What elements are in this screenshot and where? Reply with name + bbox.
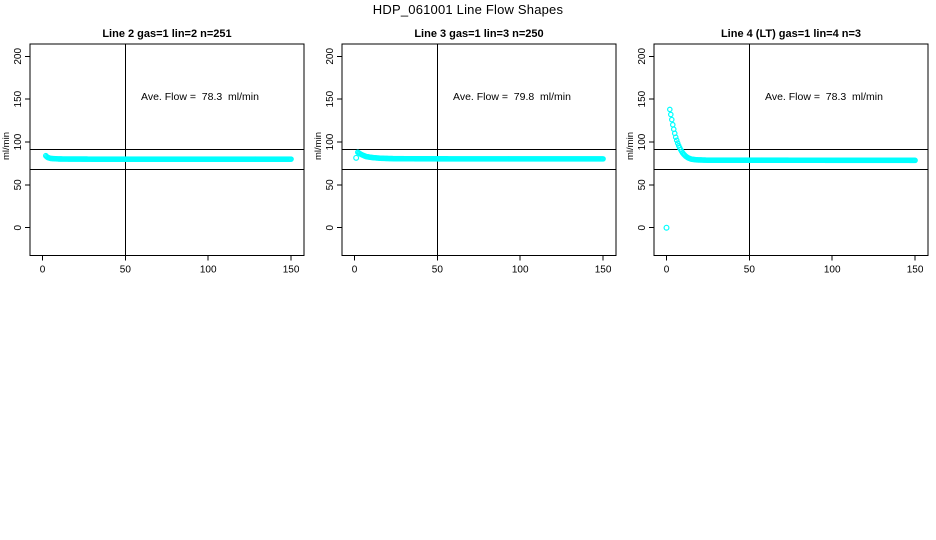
y-axis-label: ml/min (1, 132, 12, 160)
y-tick-label: 100 (637, 133, 648, 150)
outlier-point (353, 154, 360, 161)
data-series (663, 106, 918, 231)
outlier-point (663, 224, 670, 231)
y-tick-label: 50 (325, 179, 336, 191)
avg-flow-annotation: Ave. Flow = 79.8 ml/min (453, 91, 571, 103)
panel-title: Line 2 gas=1 lin=2 n=251 (102, 28, 231, 40)
data-point (674, 140, 681, 146)
y-tick-label: 50 (13, 179, 24, 191)
data-point (668, 116, 675, 123)
y-tick-label: 50 (637, 179, 648, 191)
data-point (912, 157, 918, 164)
y-tick-label: 100 (13, 133, 24, 150)
data-point (288, 156, 294, 162)
x-tick-label: 150 (595, 265, 612, 276)
panel-title: Line 3 gas=1 lin=3 n=250 (414, 28, 543, 40)
data-point (667, 106, 673, 113)
page-title: HDP_061001 Line Flow Shapes (372, 2, 564, 17)
flow-panel-3: Line 4 (LT) gas=1 lin=4 n=3 0 50 100 150 0 50 1… (625, 28, 929, 276)
avg-flow-annotation: Ave. Flow = 78.3 ml/min (765, 91, 883, 103)
x-tick-label: 50 (744, 265, 756, 276)
x-tick-label: 50 (432, 265, 444, 276)
x-tick-label: 100 (200, 265, 217, 276)
x-tick-label: 100 (512, 265, 529, 276)
y-tick-label: 200 (13, 48, 24, 65)
y-tick-label: 100 (325, 133, 336, 150)
data-point (672, 134, 679, 141)
y-tick-label: 0 (13, 224, 24, 230)
x-tick-label: 150 (907, 265, 924, 276)
avg-flow-annotation: Ave. Flow = 78.3 ml/min (141, 91, 259, 103)
x-tick-label: 0 (40, 265, 46, 276)
y-tick-label: 150 (325, 90, 336, 107)
flow-panel-2: Line 3 gas=1 lin=3 n=250 0 50 100 150 0 50 100 1… (313, 28, 617, 276)
x-tick-label: 0 (352, 265, 358, 276)
y-axis-label: ml/min (625, 132, 636, 160)
data-point (667, 111, 674, 118)
x-tick-label: 100 (824, 265, 841, 276)
y-tick-label: 150 (13, 90, 24, 107)
y-axis-label: ml/min (313, 132, 324, 160)
data-series (353, 149, 606, 162)
y-tick-label: 0 (325, 224, 336, 230)
data-point (669, 121, 676, 128)
flow-panel-1: Line 2 gas=1 lin=2 n=251 0 50 100 150 0 50 100 1… (1, 28, 305, 276)
data-series (43, 152, 294, 162)
y-tick-label: 150 (637, 90, 648, 107)
data-point (673, 137, 680, 144)
chart-panels: Line 2 gas=1 lin=2 n=251 0 50 100 150 0 50 100 1… (1, 28, 929, 276)
y-tick-label: 0 (637, 224, 648, 230)
x-tick-label: 0 (664, 265, 670, 276)
x-tick-label: 150 (283, 265, 300, 276)
data-point (600, 156, 606, 162)
panel-title: Line 4 (LT) gas=1 lin=4 n=3 (721, 28, 861, 40)
x-tick-label: 50 (120, 265, 132, 276)
y-tick-label: 200 (637, 48, 648, 65)
y-tick-label: 200 (325, 48, 336, 65)
